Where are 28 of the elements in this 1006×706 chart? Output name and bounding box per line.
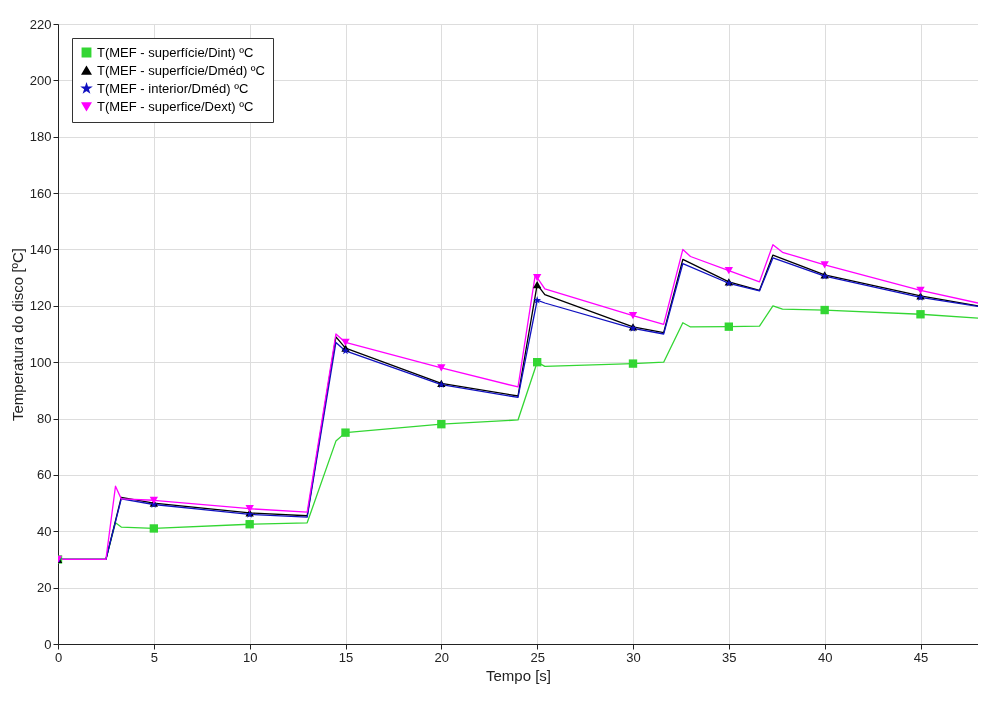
y-tick-label: 40 <box>37 523 52 539</box>
y-tick-label: 140 <box>29 241 52 257</box>
y-tick-label: 220 <box>29 16 52 32</box>
legend-label: T(MEF - superfície/Dméd) ºC <box>97 62 265 78</box>
x-tick-label: 0 <box>54 649 63 665</box>
legend-label: T(MEF - superfice/Dext) ºC <box>97 98 254 114</box>
y-tick-label: 20 <box>37 580 52 596</box>
y-tick-label: 80 <box>37 411 52 427</box>
y-tick-label: 180 <box>29 129 52 145</box>
x-tick-label: 25 <box>530 649 545 665</box>
y-tick-label: 0 <box>44 636 52 652</box>
legend-label: T(MEF - superfície/Dint) ºC <box>97 44 254 60</box>
x-tick-label: 5 <box>150 649 158 665</box>
y-tick-label: 200 <box>29 72 52 88</box>
x-tick-label: 45 <box>913 649 929 665</box>
x-tick-label: 20 <box>434 649 450 665</box>
legend-label: T(MEF - interior/Dméd) ºC <box>97 80 249 96</box>
x-axis-title: Tempo [s] <box>485 666 552 684</box>
y-tick-label: 100 <box>29 354 52 370</box>
y-axis-title: Temperatura do disco [ºC] <box>8 247 26 422</box>
y-tick-label: 120 <box>29 298 52 314</box>
x-tick-label: 10 <box>242 649 258 665</box>
y-tick-label: 160 <box>29 185 52 201</box>
x-tick-label: 15 <box>338 649 354 665</box>
x-tick-label: 40 <box>817 649 833 665</box>
x-tick-label: 30 <box>626 649 641 665</box>
x-tick-label: 35 <box>722 649 737 665</box>
y-tick-label: 60 <box>37 467 52 483</box>
